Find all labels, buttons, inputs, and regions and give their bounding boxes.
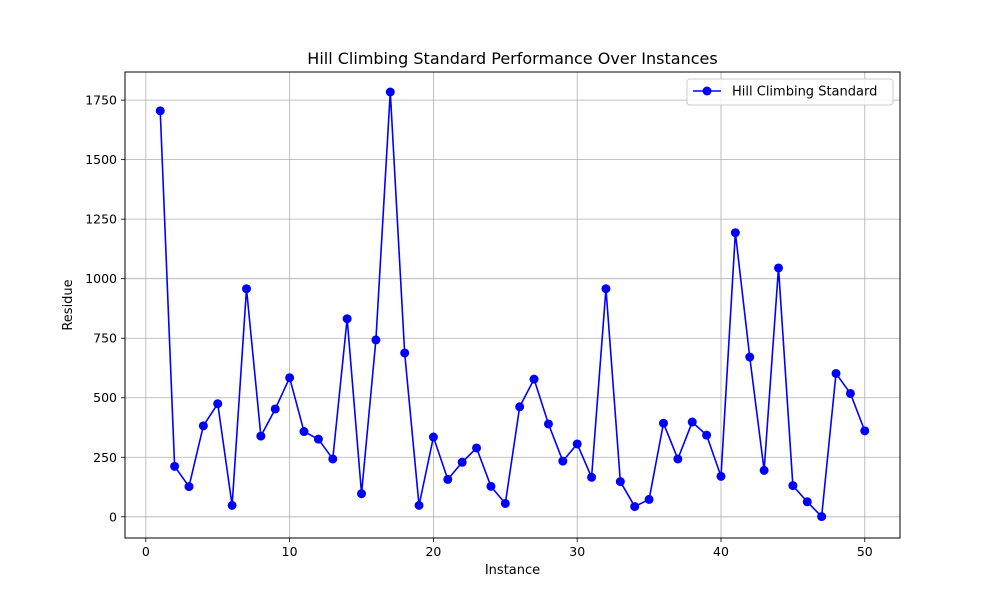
x-tick-label: 0 (142, 544, 150, 559)
data-point (371, 335, 381, 345)
data-point (184, 482, 194, 492)
data-point (745, 352, 755, 362)
data-point (759, 465, 769, 475)
grid-lines (125, 72, 900, 538)
x-axis-label: Instance (485, 563, 540, 578)
data-point (702, 430, 712, 440)
legend: Hill Climbing Standard (686, 78, 894, 106)
data-point (313, 434, 323, 444)
data-point (472, 443, 482, 453)
x-tick-label: 40 (713, 544, 729, 559)
data-point (213, 399, 223, 409)
y-axis-label: Residue (61, 279, 76, 330)
data-point (587, 472, 597, 482)
x-tick-label: 50 (857, 544, 873, 559)
data-point (860, 426, 870, 436)
data-point (515, 402, 525, 412)
y-tick-label: 1750 (85, 93, 117, 108)
data-point (285, 373, 295, 383)
data-point (658, 418, 668, 428)
data-point (342, 314, 352, 324)
data-point (558, 456, 568, 466)
series-marker-layer (155, 87, 870, 522)
data-point (414, 500, 424, 510)
y-tick-label: 250 (93, 450, 117, 465)
data-point (831, 368, 841, 378)
data-point (673, 454, 683, 464)
data-point (543, 419, 553, 429)
y-tick-label: 0 (109, 509, 117, 524)
data-point (845, 388, 855, 398)
legend-entry-label: Hill Climbing Standard (732, 85, 877, 100)
data-point (687, 417, 697, 427)
data-point (486, 481, 496, 491)
data-point (155, 106, 165, 116)
data-point (241, 284, 251, 294)
data-point (357, 489, 367, 499)
data-point (428, 432, 438, 442)
data-point (227, 500, 237, 510)
x-axis-ticks: 0 10 20 30 40 50 (142, 538, 873, 559)
data-point (716, 471, 726, 481)
y-tick-label: 1000 (85, 271, 117, 286)
data-point (529, 374, 539, 384)
data-point (198, 421, 208, 431)
data-point (385, 87, 395, 97)
data-point (457, 457, 467, 467)
y-tick-label: 750 (93, 331, 117, 346)
plot-frame (124, 71, 901, 539)
chart-title: Hill Climbing Standard Performance Over … (307, 49, 717, 68)
data-point (270, 404, 280, 414)
y-tick-label: 1500 (85, 152, 117, 167)
series-line-layer (159, 91, 866, 518)
data-point (817, 512, 827, 522)
data-point (299, 427, 309, 437)
data-point (802, 497, 812, 507)
data-point (730, 228, 740, 238)
x-tick-label: 30 (569, 544, 585, 559)
data-point (630, 502, 640, 512)
data-point (774, 263, 784, 273)
legend-box (686, 78, 894, 106)
data-point (500, 498, 510, 508)
data-point (170, 461, 180, 471)
y-tick-label: 500 (93, 390, 117, 405)
series-line (159, 91, 866, 518)
data-point (788, 481, 798, 491)
data-point (615, 477, 625, 487)
x-tick-label: 10 (282, 544, 298, 559)
y-tick-label: 1250 (85, 212, 117, 227)
data-point (644, 494, 654, 504)
y-axis-ticks: 0 250 500 750 1000 1250 1500 1750 (85, 93, 125, 524)
data-point (400, 348, 410, 358)
data-point (572, 439, 582, 449)
data-point (256, 431, 266, 441)
x-tick-label: 20 (425, 544, 441, 559)
data-point (443, 474, 453, 484)
legend-marker-swatch (702, 86, 712, 96)
data-point (601, 284, 611, 294)
data-point (328, 454, 338, 464)
